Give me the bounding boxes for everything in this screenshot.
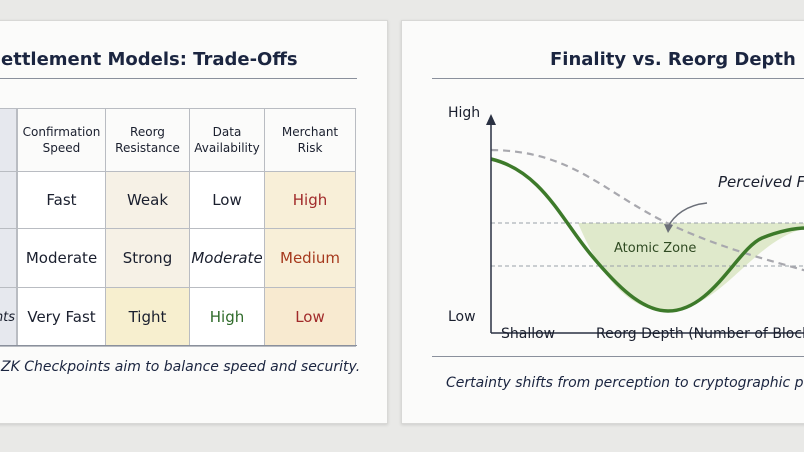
corner-cell (0, 108, 17, 172)
title-rule (0, 78, 357, 79)
perceived-finality-curve (490, 148, 804, 272)
cell-availability: Moderate (189, 228, 265, 288)
arrow-head-icon (664, 224, 673, 233)
header-merchant-risk: Merchant Risk (264, 108, 356, 172)
header-line: Availability (194, 141, 260, 155)
cell-speed: Moderate (17, 228, 106, 288)
caption-rule (432, 356, 804, 357)
caption-rule (0, 345, 357, 346)
cell-resistance: Strong (105, 228, 190, 288)
x-axis-label: Reorg Depth (Number of Blocks) (596, 326, 804, 342)
header-data-availability: Data Availability (189, 108, 265, 172)
title-rule (432, 78, 804, 79)
cell-risk: Medium (264, 228, 356, 288)
header-line: Speed (42, 141, 81, 155)
finality-caption: Certainty shifts from perception to cryp… (446, 375, 804, 391)
cell-resistance: Tight (105, 287, 190, 347)
header-confirmation-speed: Confirmation Speed (17, 108, 106, 172)
tradeoffs-panel: ettlement Models: Trade-Offs Confirmatio… (0, 20, 388, 424)
tradeoffs-title: ettlement Models: Trade-Offs (1, 49, 298, 70)
row-stub: nts (0, 287, 17, 347)
finality-curve (490, 157, 804, 313)
y-axis-arrow-icon (486, 114, 496, 125)
header-line: Resistance (115, 141, 180, 155)
cell-risk: High (264, 171, 356, 229)
row-stub (0, 171, 17, 229)
cell-speed: Fast (17, 171, 106, 229)
cell-resistance: Weak (105, 171, 190, 229)
finality-title: Finality vs. Reorg Depth (550, 49, 796, 70)
x-shallow-label: Shallow (501, 326, 556, 342)
annotation-arrow (667, 202, 708, 228)
finality-graph (486, 114, 804, 334)
header-line: Reorg (130, 125, 165, 139)
y-low-label: Low (448, 309, 476, 325)
y-high-label: High (448, 105, 481, 121)
header-line: Confirmation (22, 125, 101, 139)
tradeoffs-caption: ZK Checkpoints aim to balance speed and … (1, 359, 361, 375)
row-stub (0, 228, 17, 288)
cell-speed: Very Fast (17, 287, 106, 347)
cell-risk: Low (264, 287, 356, 347)
header-line: Merchant (281, 125, 339, 139)
atomic-zone-fill (578, 223, 804, 311)
cell-availability: Low (189, 171, 265, 229)
header-line: Risk (297, 141, 323, 155)
header-reorg-resistance: Reorg Resistance (105, 108, 190, 172)
atomic-zone-label: Atomic Zone (614, 241, 697, 256)
cell-availability: High (189, 287, 265, 347)
finality-panel: Finality vs. Reorg Depth High Low Shallo… (401, 20, 804, 424)
perceived-finality-label: Perceived Fin (718, 173, 804, 191)
header-line: Data (212, 125, 242, 139)
